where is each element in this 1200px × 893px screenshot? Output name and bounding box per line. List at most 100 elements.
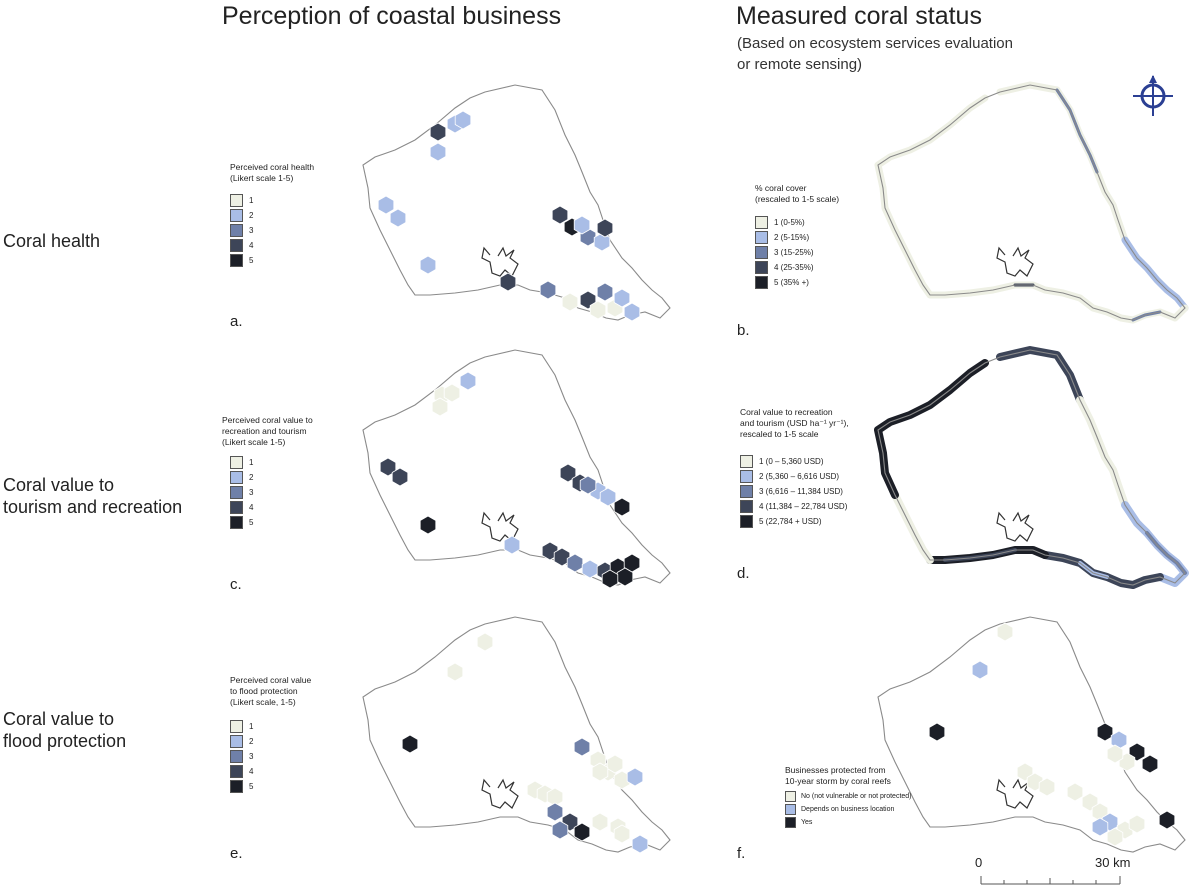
map-c-hex-11	[599, 487, 617, 507]
map-f-hex-7	[1141, 754, 1159, 774]
map-e-hex-17	[591, 812, 609, 832]
legend-f-title-2: 10-year storm by coral reefs	[785, 776, 891, 786]
legend-d: Coral value to recreation and tourism (U…	[740, 407, 900, 547]
map-e-hex-14	[546, 802, 564, 822]
map-f-hex-2	[971, 660, 989, 680]
legend-a-label-4: 4	[249, 241, 254, 250]
legend-c-title-2: recreation and tourism	[222, 426, 307, 436]
map-d-reef-segment-2	[1076, 396, 1129, 509]
map-c-hex-3	[443, 383, 461, 403]
map-a-hex-15	[539, 280, 557, 300]
map-c-hex-16	[553, 547, 571, 567]
map-panel-c	[362, 349, 671, 589]
map-a-hex-12	[596, 218, 614, 238]
legend-c: Perceived coral value to recreation and …	[222, 415, 372, 555]
legend-a-label-1: 1	[249, 196, 254, 205]
legend-c-title-1: Perceived coral value to	[222, 415, 313, 425]
legend-d-swatch-5	[740, 515, 753, 528]
map-e-hex-16	[573, 822, 591, 842]
map-f-hex-19	[1158, 810, 1176, 830]
legend-a-swatch-1	[230, 194, 243, 207]
panel-label-f: f.	[737, 845, 746, 862]
right-column-title: Measured coral status	[736, 2, 982, 30]
map-a-hex-7	[419, 255, 437, 275]
crosshair-north-arrow-icon	[1133, 75, 1173, 116]
map-a-hex-22	[623, 302, 641, 322]
map-f-hex-9	[1106, 744, 1124, 764]
legend-c-swatch-4	[230, 501, 243, 514]
legend-a-swatch-5	[230, 254, 243, 267]
legend-e-swatch-1	[230, 720, 243, 733]
legend-d-title-3: rescaled to 1-5 scale	[740, 429, 819, 439]
legend-c-swatch-1	[230, 456, 243, 469]
map-c-hex-17	[566, 553, 584, 573]
map-a-hex-1	[429, 122, 447, 142]
map-a-hex-13	[573, 215, 591, 235]
legend-b-swatch-4	[755, 261, 768, 274]
legend-e-title-1: Perceived coral value	[230, 675, 312, 685]
map-e-hex-2	[446, 662, 464, 682]
map-e-harbor-outline	[481, 778, 519, 809]
map-panel-d	[874, 346, 1189, 589]
legend-d-label-5: 5 (22,784 + USD)	[759, 517, 822, 526]
map-panel-f	[877, 616, 1186, 853]
map-e-hex-10	[591, 762, 609, 782]
legend-b-title-2: (rescaled to 1-5 scale)	[755, 194, 840, 204]
map-f-hex-13	[1066, 782, 1084, 802]
legend-c-swatch-5	[230, 516, 243, 529]
row-label-tourism-line2: tourism and recreation	[3, 497, 183, 517]
legend-c-label-2: 2	[249, 473, 254, 482]
map-d-reef-segment-1	[996, 346, 1084, 404]
legend-d-title-2: and tourism (USD ha⁻¹ yr⁻¹),	[740, 418, 849, 428]
map-f-hex-18	[1128, 814, 1146, 834]
legend-e-label-3: 3	[249, 752, 254, 761]
legend-e-title-2: to flood protection	[230, 686, 298, 696]
legend-e-swatch-3	[230, 750, 243, 763]
map-a-hex-20	[613, 288, 631, 308]
map-b-reef-segment-6	[874, 94, 989, 192]
legend-d-label-3: 3 (6,616 – 11,384 USD)	[759, 487, 843, 496]
legend-e-label-2: 2	[249, 737, 254, 746]
panel-label-e: e.	[230, 845, 243, 862]
left-column-title: Perception of coastal business	[222, 2, 562, 30]
row-label-flood-line2: flood protection	[3, 731, 127, 751]
legend-f-title-1: Businesses protected from	[785, 765, 886, 775]
panel-label-b: b.	[737, 322, 750, 339]
row-label-tourism-line1: Coral value to	[3, 475, 115, 495]
legend-d-swatch-4	[740, 500, 753, 513]
legend-b-label-5: 5 (35% +)	[774, 278, 809, 287]
map-d-coastline	[877, 349, 1186, 586]
map-c-hex-1	[459, 371, 477, 391]
map-b-coastline	[877, 84, 1186, 321]
map-f-hex-21	[1106, 827, 1124, 847]
map-a-hex-16	[561, 292, 579, 312]
legend-b-swatch-3	[755, 246, 768, 259]
legend-c-title-3: (Likert scale 1-5)	[222, 437, 286, 447]
map-c-hex-13	[579, 475, 597, 495]
map-c-hex-22	[616, 567, 634, 587]
map-c-hex-23	[601, 569, 619, 589]
map-a-hex-6	[389, 208, 407, 228]
legend-c-swatch-2	[230, 471, 243, 484]
legend-c-swatch-3	[230, 486, 243, 499]
panel-label-c: c.	[230, 576, 242, 593]
map-e-coastline	[362, 616, 671, 853]
legend-a-swatch-3	[230, 224, 243, 237]
map-a-hex-5	[377, 195, 395, 215]
map-c-hex-5	[379, 457, 397, 477]
panel-label-a: a.	[230, 313, 243, 330]
map-f-hex-4	[1096, 722, 1114, 742]
legend-b-title-1: % coral cover	[755, 183, 807, 193]
map-a-coastline	[362, 84, 671, 321]
row-label-flood: Coral value to flood protection	[3, 708, 126, 752]
legend-e-label-4: 4	[249, 767, 254, 776]
row-label-coral-health: Coral health	[3, 231, 101, 251]
legend-d-title-1: Coral value to recreation	[740, 407, 833, 417]
legend-b-label-4: 4 (25-35%)	[774, 263, 814, 272]
map-e-hex-1	[476, 632, 494, 652]
legend-a-title-1: Perceived coral health	[230, 162, 315, 172]
map-c-coastline	[362, 349, 671, 586]
legend-e-label-5: 5	[249, 782, 254, 791]
legend-d-swatch-3	[740, 485, 753, 498]
legend-e-title-3: (Likert scale, 1-5)	[230, 697, 296, 707]
